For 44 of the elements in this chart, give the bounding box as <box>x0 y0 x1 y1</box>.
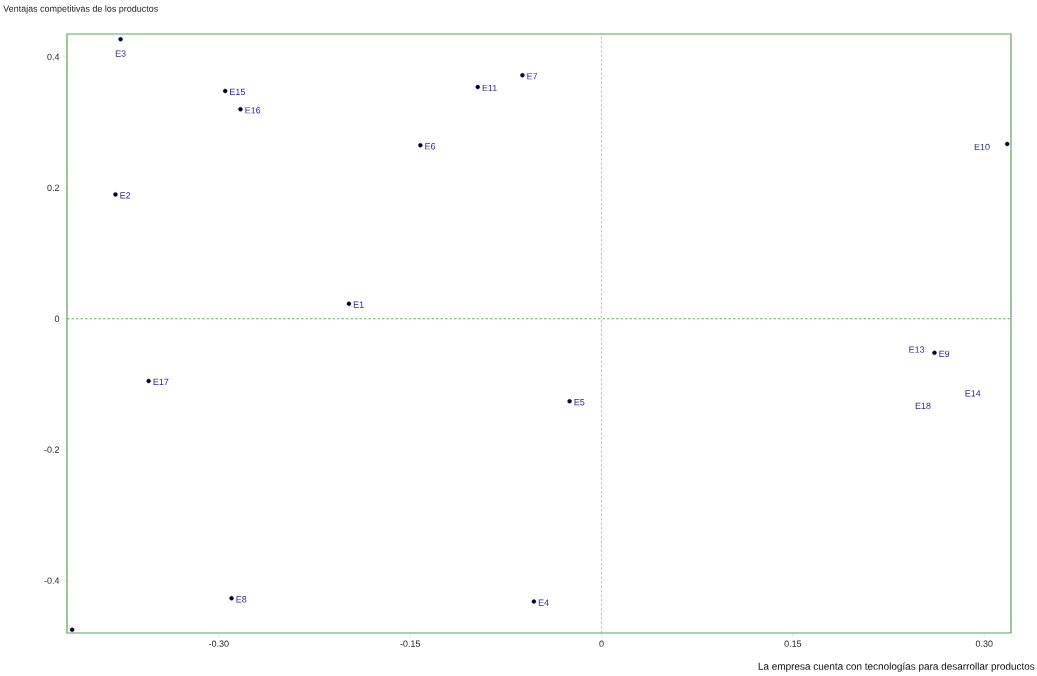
point <box>238 107 243 112</box>
x-tick-label: 0.15 <box>784 640 802 647</box>
annotation: E16 <box>245 107 261 114</box>
annotation: E6 <box>425 143 436 150</box>
point <box>1004 141 1010 147</box>
y-tick-label: 0 <box>54 315 60 322</box>
annotation: E4 <box>538 599 549 606</box>
y-tick-label: -0.2 <box>44 446 60 453</box>
point <box>475 84 480 90</box>
x-tick-label: -0.15 <box>400 640 420 647</box>
point <box>520 73 525 78</box>
annotation: E5 <box>574 399 585 406</box>
annotation: E11 <box>482 84 497 92</box>
point <box>418 143 423 148</box>
annotation: E8 <box>236 596 247 603</box>
point <box>932 350 937 355</box>
annotation: E10 <box>974 143 990 151</box>
point <box>113 192 118 197</box>
point <box>229 596 234 601</box>
point <box>222 88 228 94</box>
y-axis-title: Ventajas competitivas de los productos <box>3 5 158 14</box>
annotation: E9 <box>939 350 950 357</box>
x-tick-label: -0.30 <box>208 640 229 647</box>
y-tick-label: 0.4 <box>47 53 60 61</box>
annotation: E2 <box>120 192 131 199</box>
point <box>567 399 572 404</box>
annotation: E15 <box>230 88 245 96</box>
x-axis-title: La empresa cuenta con tecnologías para desarrollar productos <box>758 662 1035 672</box>
x-tick-label: 0 <box>599 640 604 647</box>
y-tick-label: -0.4 <box>44 577 60 584</box>
annotation: E3 <box>115 50 126 57</box>
point <box>531 599 537 604</box>
point <box>118 37 123 42</box>
annotation: E14 <box>965 390 981 397</box>
annotation: E1 <box>353 301 364 308</box>
point <box>69 627 75 632</box>
annotation: E7 <box>527 73 538 80</box>
point <box>146 378 151 384</box>
annotation: E17 <box>153 378 169 386</box>
annotation: E13 <box>909 346 925 353</box>
annotation: E18 <box>915 402 931 410</box>
point <box>346 301 352 306</box>
y-tick-label: 0.2 <box>47 184 60 192</box>
x-tick-label: 0.30 <box>975 640 993 647</box>
